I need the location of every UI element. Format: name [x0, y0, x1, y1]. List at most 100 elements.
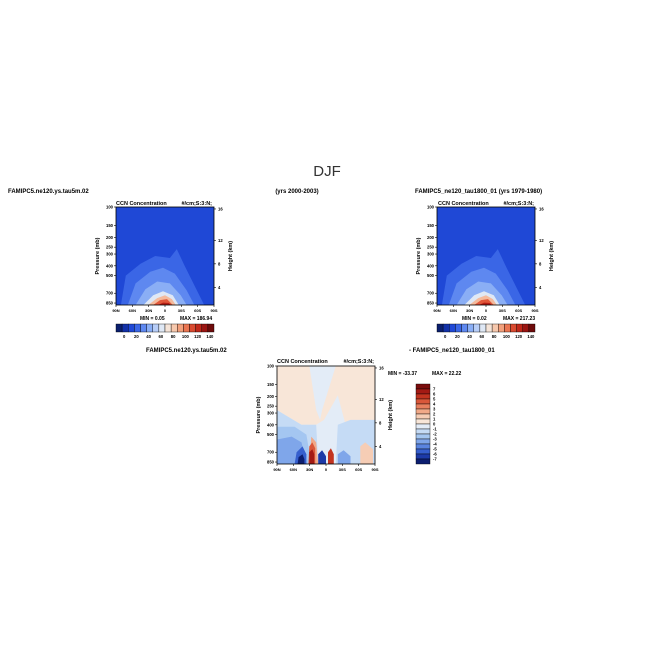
left-xtick-label: 30S [178, 308, 185, 313]
right-ytick-label: 400 [427, 263, 435, 268]
right-colorbar-labels: 0 20 40 60 80 100 120 140 [444, 334, 535, 339]
left-xtick-label: 60N [129, 308, 136, 313]
diff-contour-region-0 [277, 366, 375, 425]
right-colorbar-cell [516, 323, 523, 333]
left-colorbar-cell [115, 323, 123, 333]
diff-colorbar-label: 7 [433, 387, 436, 392]
top-right-case-label: FAMIPC5_ne120_tau1800_01 (yrs 1979-1980) [415, 189, 542, 195]
diff-colorbar-label: 6 [433, 392, 436, 397]
left-colorbar-cell [177, 323, 184, 333]
right-ytick-label: 700 [427, 291, 435, 296]
diff-ytick-label: 150 [267, 382, 275, 387]
left-colorbar-label: 60 [159, 334, 164, 339]
left-colorbar-label: 20 [134, 334, 139, 339]
diff-ytick-label: 500 [267, 432, 275, 437]
diff-xtick-label: 60S [355, 467, 362, 472]
left-xtick-label: 90S [210, 308, 217, 313]
diff-colorbar-label: 4 [433, 402, 436, 407]
left-colorbar-labels: 0 20 40 60 80 100 120 140 [123, 334, 214, 339]
right-colorbar [436, 323, 536, 333]
figure-title: DJF [313, 163, 341, 180]
diff-ytick-right-label: 8 [379, 420, 382, 425]
diff-colorbar-label: 1 [433, 417, 436, 422]
right-ytick-label: 850 [427, 301, 435, 306]
left-colorbar [115, 323, 215, 333]
left-ytick-label: 250 [106, 245, 114, 250]
diff-ytick-right-label: 4 [379, 444, 382, 449]
diff-xtick-label: 30N [306, 467, 313, 472]
right-ylabel-right: Height (km) [549, 241, 555, 271]
left-colorbar-cell [158, 323, 166, 333]
diff-colorbar-label: 0 [433, 422, 436, 427]
left-y-ticks: 100 150 200 250 300 400 500 700 850 [106, 205, 116, 306]
diff-panel-units: #/cm;S:3:N; [343, 359, 374, 365]
right-colorbar-cell [498, 323, 505, 333]
left-colorbar-cell [146, 323, 153, 333]
diff-contour-region-9 [297, 454, 305, 464]
right-ytick-label: 200 [427, 235, 435, 240]
right-xtick-label: 60S [515, 308, 522, 313]
right-ylabel: Pressure (mb) [416, 237, 422, 274]
right-y-ticks: 100 150 200 250 300 400 500 700 850 [427, 205, 437, 306]
left-colorbar-cell [189, 323, 196, 333]
diff-colorbar-label: 2 [433, 412, 436, 417]
left-ytick-label: 500 [106, 273, 114, 278]
diff-colorbar-cell [415, 383, 431, 390]
right-colorbar-label: 120 [515, 334, 523, 339]
diff-ytick-label: 400 [267, 422, 275, 427]
diff-colorbar-cell [415, 403, 431, 410]
left-colorbar-cell [170, 323, 178, 333]
diff-colorbar-cell [415, 458, 431, 465]
diff-field [277, 366, 375, 464]
diff-ytick-label: 100 [267, 364, 275, 369]
left-panel: CCN Concentration #/cm;S:3:N; 1001502002… [95, 201, 234, 339]
right-colorbar-cell [467, 323, 474, 333]
diff-colorbar-label: -5 [433, 447, 437, 452]
diff-ylabel-right: Height (km) [388, 400, 394, 430]
right-colorbar-label: 140 [527, 334, 535, 339]
diff-colorbar-cell [415, 398, 431, 405]
right-colorbar-cell [455, 323, 462, 333]
diff-min-label: MIN = -33.37 [388, 371, 417, 377]
diff-colorbar-cell [415, 388, 431, 395]
diff-colorbar-label: -3 [433, 437, 437, 442]
diff-case-a-label: FAMIPC5.ne120.ys.tau5m.02 [146, 348, 227, 354]
diff-max-label: MAX = 22.22 [432, 371, 462, 377]
right-ytick-label: 300 [427, 252, 435, 257]
right-min-label: MIN = 0.02 [462, 316, 487, 322]
left-colorbar-cell [128, 323, 135, 333]
diff-ytick-label: 850 [267, 460, 275, 465]
diff-colorbar-cell [415, 453, 431, 460]
diff-colorbar-label: -4 [433, 442, 437, 447]
right-xtick-label: 60N [450, 308, 457, 313]
left-colorbar-label: 140 [206, 334, 214, 339]
diff-xtick-label: 60N [290, 467, 297, 472]
right-contour-level-6 [479, 302, 492, 305]
right-colorbar-cell [479, 323, 487, 333]
right-colorbar-cell [436, 323, 444, 333]
diff-colorbar-label: -2 [433, 432, 437, 437]
right-ytick-right-label: 4 [539, 285, 542, 290]
diff-colorbar-cell [415, 408, 431, 415]
left-ytick-label: 200 [106, 235, 114, 240]
left-max-label: MAX = 186.94 [180, 316, 212, 322]
left-colorbar-cell [207, 323, 215, 333]
left-ytick-right-label: 12 [218, 238, 223, 243]
left-ytick-label: 100 [106, 205, 114, 210]
diff-contour-region-7 [309, 449, 315, 464]
right-xtick-label: 90S [531, 308, 538, 313]
right-colorbar-cell [461, 323, 468, 333]
left-colorbar-cell [183, 323, 190, 333]
diff-ytick-right-label: 12 [379, 397, 384, 402]
left-xtick-label: 30N [145, 308, 152, 313]
left-ytick-label: 850 [106, 301, 114, 306]
right-xtick-label: 90N [433, 308, 440, 313]
right-colorbar-label: 100 [503, 334, 511, 339]
left-ylabel: Pressure (mb) [95, 237, 101, 274]
right-colorbar-cell [522, 323, 530, 333]
diff-colorbar-label: -6 [433, 452, 437, 457]
right-y-ticks-right: 16 12 8 4 [535, 206, 544, 290]
left-colorbar-label: 40 [146, 334, 151, 339]
